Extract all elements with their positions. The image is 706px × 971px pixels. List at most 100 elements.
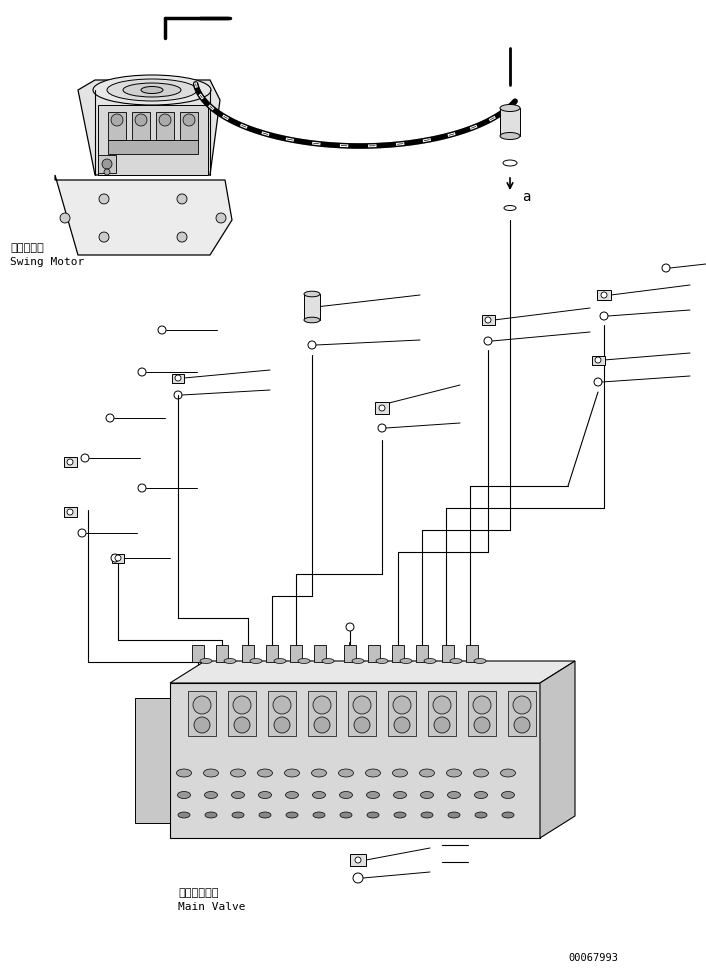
- Bar: [192, 645, 204, 662]
- Ellipse shape: [503, 160, 517, 166]
- Bar: [64, 507, 76, 517]
- Bar: [416, 645, 428, 662]
- Ellipse shape: [258, 769, 273, 777]
- Polygon shape: [55, 175, 232, 255]
- Ellipse shape: [446, 769, 462, 777]
- Ellipse shape: [93, 75, 211, 105]
- Circle shape: [106, 414, 114, 422]
- Ellipse shape: [421, 791, 433, 798]
- Circle shape: [78, 529, 86, 537]
- Bar: [98, 155, 116, 173]
- Bar: [375, 402, 389, 414]
- Circle shape: [194, 717, 210, 733]
- Circle shape: [177, 232, 187, 242]
- Circle shape: [313, 696, 331, 714]
- Ellipse shape: [393, 791, 407, 798]
- Circle shape: [234, 717, 250, 733]
- Ellipse shape: [448, 791, 460, 798]
- Text: Swing Motor: Swing Motor: [10, 257, 84, 267]
- Bar: [428, 691, 456, 736]
- Circle shape: [474, 717, 490, 733]
- Circle shape: [111, 114, 123, 126]
- Bar: [304, 294, 320, 320]
- Ellipse shape: [366, 791, 380, 798]
- Ellipse shape: [322, 658, 334, 663]
- Circle shape: [174, 391, 182, 399]
- Text: メインバルブ: メインバルブ: [178, 888, 218, 898]
- Circle shape: [111, 554, 119, 562]
- Ellipse shape: [500, 132, 520, 140]
- Bar: [112, 553, 124, 562]
- Bar: [132, 112, 150, 140]
- Circle shape: [308, 341, 316, 349]
- Ellipse shape: [367, 812, 379, 818]
- Ellipse shape: [203, 769, 218, 777]
- Bar: [188, 691, 216, 736]
- Circle shape: [600, 312, 608, 320]
- Bar: [108, 140, 198, 154]
- Ellipse shape: [250, 658, 262, 663]
- Circle shape: [99, 194, 109, 204]
- Bar: [98, 105, 208, 175]
- Bar: [308, 691, 336, 736]
- Ellipse shape: [177, 791, 191, 798]
- Ellipse shape: [352, 658, 364, 663]
- Ellipse shape: [274, 658, 286, 663]
- Circle shape: [67, 459, 73, 465]
- Ellipse shape: [419, 769, 434, 777]
- Bar: [481, 315, 494, 325]
- Circle shape: [662, 264, 670, 272]
- Circle shape: [115, 555, 121, 561]
- Ellipse shape: [450, 658, 462, 663]
- Ellipse shape: [504, 206, 516, 211]
- Circle shape: [138, 368, 146, 376]
- Circle shape: [355, 857, 361, 863]
- Bar: [64, 457, 76, 467]
- Polygon shape: [78, 80, 220, 175]
- Circle shape: [393, 696, 411, 714]
- Ellipse shape: [394, 812, 406, 818]
- Circle shape: [273, 696, 291, 714]
- Ellipse shape: [285, 769, 299, 777]
- Ellipse shape: [286, 812, 298, 818]
- Text: a: a: [522, 190, 530, 204]
- Ellipse shape: [259, 812, 271, 818]
- Bar: [216, 645, 228, 662]
- Polygon shape: [170, 683, 540, 838]
- Circle shape: [183, 114, 195, 126]
- Ellipse shape: [313, 791, 325, 798]
- Ellipse shape: [421, 812, 433, 818]
- Ellipse shape: [393, 769, 407, 777]
- Ellipse shape: [366, 769, 381, 777]
- Circle shape: [394, 717, 410, 733]
- Text: Main Valve: Main Valve: [178, 902, 246, 912]
- Circle shape: [102, 159, 112, 169]
- Bar: [392, 645, 404, 662]
- Circle shape: [594, 378, 602, 386]
- Ellipse shape: [501, 769, 515, 777]
- Ellipse shape: [400, 658, 412, 663]
- Ellipse shape: [475, 812, 487, 818]
- Ellipse shape: [176, 769, 191, 777]
- Circle shape: [60, 213, 70, 223]
- Bar: [228, 691, 256, 736]
- Ellipse shape: [141, 86, 163, 93]
- Circle shape: [99, 232, 109, 242]
- Bar: [242, 645, 254, 662]
- Ellipse shape: [224, 658, 236, 663]
- Bar: [388, 691, 416, 736]
- Ellipse shape: [338, 769, 354, 777]
- Bar: [500, 108, 520, 136]
- Circle shape: [433, 696, 451, 714]
- Bar: [350, 854, 366, 866]
- Ellipse shape: [123, 83, 181, 97]
- Ellipse shape: [107, 79, 197, 101]
- Bar: [508, 691, 536, 736]
- Ellipse shape: [448, 812, 460, 818]
- Bar: [348, 691, 376, 736]
- Polygon shape: [135, 698, 170, 823]
- Polygon shape: [170, 661, 575, 683]
- Circle shape: [175, 375, 181, 381]
- Bar: [442, 645, 454, 662]
- Bar: [266, 645, 278, 662]
